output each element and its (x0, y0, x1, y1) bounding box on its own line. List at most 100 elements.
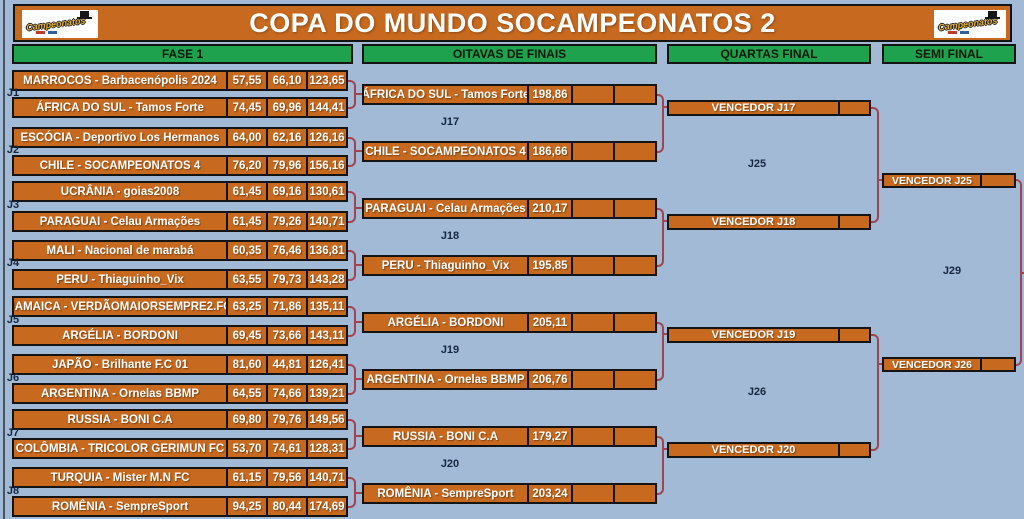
team-row[interactable]: VENCEDOR J18 (667, 214, 871, 230)
score-2: 66,10 (266, 72, 306, 89)
empty-score-cell (571, 371, 613, 388)
logo-wordmark: Campeonatos (937, 15, 998, 33)
bracket-connector (348, 419, 356, 450)
bracket-connector (355, 321, 363, 323)
score-1: 61,45 (226, 183, 266, 200)
team-row[interactable]: ARGENTINA - Ornelas BBMP 64,55 74,66 139… (12, 383, 348, 404)
team-row[interactable]: PARAGUAI - Celau Armações 61,45 79,26 14… (12, 211, 348, 232)
title-bar: Campeonatos COPA DO MUNDO SOCAMPEONATOS … (13, 4, 1012, 42)
team-row[interactable]: ARGÉLIA - BORDONI 69,45 73,66 143,11 (12, 325, 348, 346)
score-total: 156,16 (306, 157, 346, 174)
bracket-connector (355, 435, 363, 437)
team-row[interactable]: ARGÉLIA - BORDONI 205,11 (362, 312, 657, 333)
match-label-j7: J7 (6, 427, 20, 439)
column-header-quartas: QUARTAS FINAL (667, 44, 871, 64)
score-2: 79,26 (266, 213, 306, 230)
team-row[interactable]: ROMÊNIA - SempreSport 203,24 (362, 483, 657, 504)
team-row[interactable]: PERU - Thiaguinho_Vix 63,55 79,73 143,28 (12, 269, 348, 290)
team-row[interactable]: CHILE - SOCAMPEONATOS 4 186,66 (362, 141, 657, 162)
team-row[interactable]: VENCEDOR J26 (882, 357, 1016, 372)
team-row[interactable]: PERU - Thiaguinho_Vix 195,85 (362, 255, 657, 276)
page-title: COPA DO MUNDO SOCAMPEONATOS 2 (249, 7, 776, 38)
score-total: 205,11 (527, 314, 571, 331)
score-1: 64,55 (226, 385, 266, 402)
score-2: 69,16 (266, 183, 306, 200)
team-name: VENCEDOR J17 (711, 102, 796, 114)
bracket-connector (355, 492, 363, 494)
score-2: 44,81 (266, 356, 306, 373)
score-1: 69,80 (226, 411, 266, 428)
team-name: ÁFRICA DO SUL - Tamos Forte (36, 101, 204, 114)
sheet-frame-line (3, 0, 5, 519)
score-1: 61,45 (226, 213, 266, 230)
team-row[interactable]: ROMÊNIA - SempreSport 94,25 80,44 174,69 (12, 496, 348, 517)
match-label-j19: J19 (440, 344, 460, 356)
bracket-connector (657, 436, 664, 495)
team-row[interactable]: JAPÃO - Brilhante F.C 01 81,60 44,81 126… (12, 354, 348, 375)
score-2: 79,56 (266, 469, 306, 486)
score-2: 74,61 (266, 440, 306, 457)
empty-score-cell (980, 359, 1014, 370)
team-name: CHILE - SOCAMPEONATOS 4 (365, 145, 526, 158)
score-2: 79,73 (266, 271, 306, 288)
empty-score-cell (613, 143, 655, 160)
match-label-j3: J3 (6, 199, 20, 211)
team-row[interactable]: MARROCOS - Barbacenópolis 2024 57,55 66,… (12, 70, 348, 91)
team-name: ÁFRICA DO SUL - Tamos Forte (364, 88, 527, 101)
team-row[interactable]: RUSSIA - BONI C.A 69,80 79,76 149,56 (12, 409, 348, 430)
team-row[interactable]: ÁFRICA DO SUL - Tamos Forte 198,86 (362, 84, 657, 105)
logo-blue-dash (48, 31, 57, 34)
score-1: 53,70 (226, 440, 266, 457)
socampeonatos-logo-right: Campeonatos (934, 10, 1006, 38)
team-row[interactable]: VENCEDOR J20 (667, 442, 871, 458)
match-label-j1: J1 (6, 87, 20, 99)
team-name: PARAGUAI - Celau Armações (365, 202, 526, 215)
team-row[interactable]: UCRÂNIA - goias2008 61,45 69,16 130,61 (12, 181, 348, 202)
team-row[interactable]: VENCEDOR J17 (667, 100, 871, 116)
score-total: 140,71 (306, 469, 346, 486)
match-label-j5: J5 (6, 314, 20, 326)
score-1: 60,35 (226, 242, 266, 259)
score-1: 63,25 (226, 298, 266, 315)
team-row[interactable]: TURQUIA - Mister M.N FC 61,15 79,56 140,… (12, 467, 348, 488)
score-total: 123,65 (306, 72, 346, 89)
empty-score-cell (838, 444, 869, 456)
score-2: 71,86 (266, 298, 306, 315)
team-name: VENCEDOR J18 (711, 216, 796, 228)
score-total: 195,85 (527, 257, 571, 274)
logo-red-dash (36, 31, 45, 34)
bracket-connector (663, 333, 668, 335)
team-name: ARGENTINA - Ornelas BBMP (40, 387, 200, 400)
team-name: PARAGUAI - Celau Armações (39, 215, 201, 228)
team-row[interactable]: RUSSIA - BONI C.A 179,27 (362, 426, 657, 447)
team-row[interactable]: JAMAICA - VERDÃOMAIORSEMPRE2.FC 63,25 71… (12, 296, 348, 317)
logo-wordmark: Campeonatos (25, 15, 86, 33)
logo-red-dash (948, 31, 957, 34)
team-row[interactable]: COLÔMBIA - TRICOLOR GERIMUN FC 53,70 74,… (12, 438, 348, 459)
bracket-connector (663, 448, 668, 450)
bracket-connector (878, 179, 883, 181)
team-name: JAPÃO - Brilhante F.C 01 (51, 358, 189, 371)
team-name: MARROCOS - Barbacenópolis 2024 (23, 74, 217, 87)
socampeonatos-logo-left: Campeonatos (22, 10, 98, 38)
bracket-connector (355, 93, 363, 95)
team-row[interactable]: PARAGUAI - Celau Armações 210,17 (362, 198, 657, 219)
team-row[interactable]: ARGENTINA - Ornelas BBMP 206,76 (362, 369, 657, 390)
bracket-connector (663, 220, 668, 222)
empty-score-cell (613, 314, 655, 331)
score-total: 143,11 (306, 327, 346, 344)
empty-score-cell (613, 86, 655, 103)
team-row[interactable]: ÁFRICA DO SUL - Tamos Forte 74,45 69,96 … (12, 97, 348, 118)
team-row[interactable]: ESCÓCIA - Deportivo Los Hermanos 64,00 6… (12, 127, 348, 148)
team-row[interactable]: VENCEDOR J25 (882, 173, 1016, 188)
team-row[interactable]: CHILE - SOCAMPEONATOS 4 76,20 79,96 156,… (12, 155, 348, 176)
team-name: VENCEDOR J20 (711, 444, 796, 456)
empty-score-cell (571, 485, 613, 502)
score-2: 74,66 (266, 385, 306, 402)
team-name: ROMÊNIA - SempreSport (377, 487, 514, 500)
score-1: 94,25 (226, 498, 266, 515)
empty-score-cell (571, 86, 613, 103)
team-row[interactable]: VENCEDOR J19 (667, 327, 871, 343)
team-row[interactable]: MALI - Nacional de marabá 60,35 76,46 13… (12, 240, 348, 261)
